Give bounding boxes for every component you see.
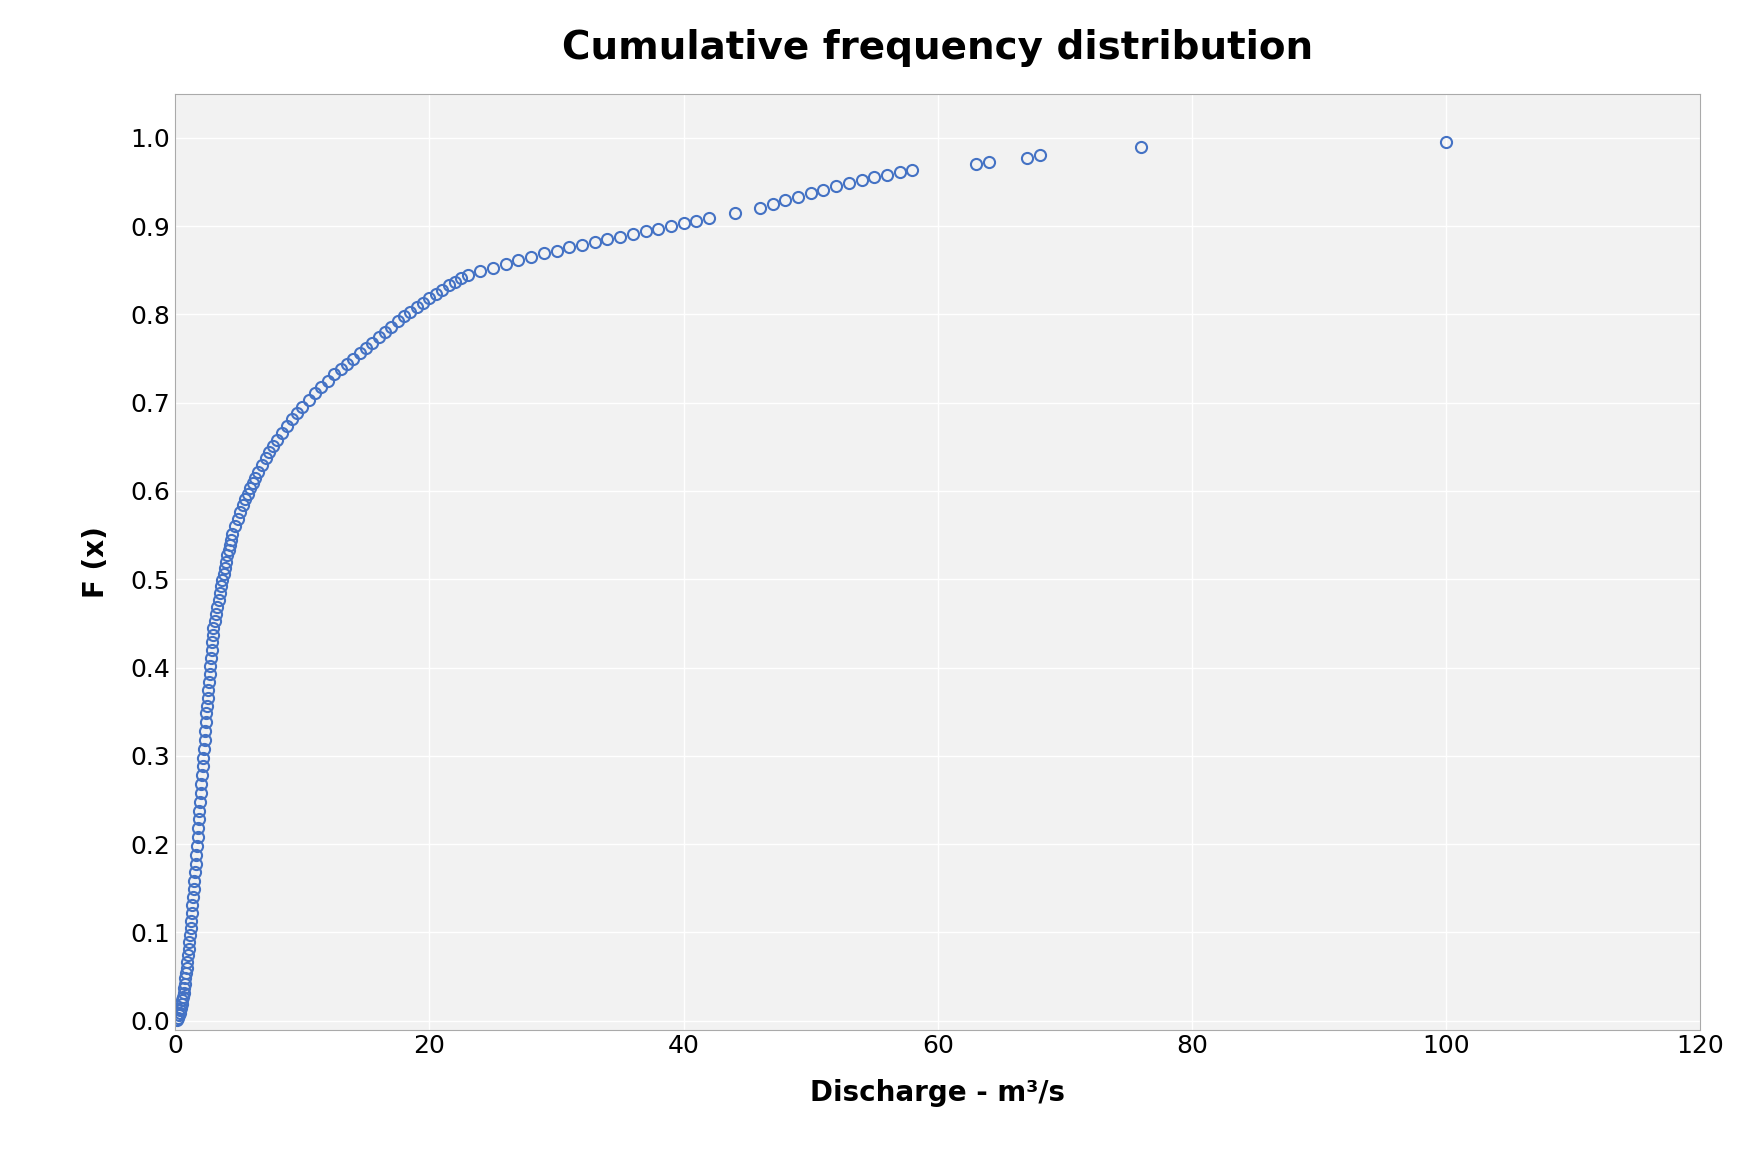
Title: Cumulative frequency distribution: Cumulative frequency distribution <box>563 29 1313 67</box>
Y-axis label: F (x): F (x) <box>82 525 110 598</box>
X-axis label: Discharge - m³/s: Discharge - m³/s <box>810 1079 1066 1107</box>
